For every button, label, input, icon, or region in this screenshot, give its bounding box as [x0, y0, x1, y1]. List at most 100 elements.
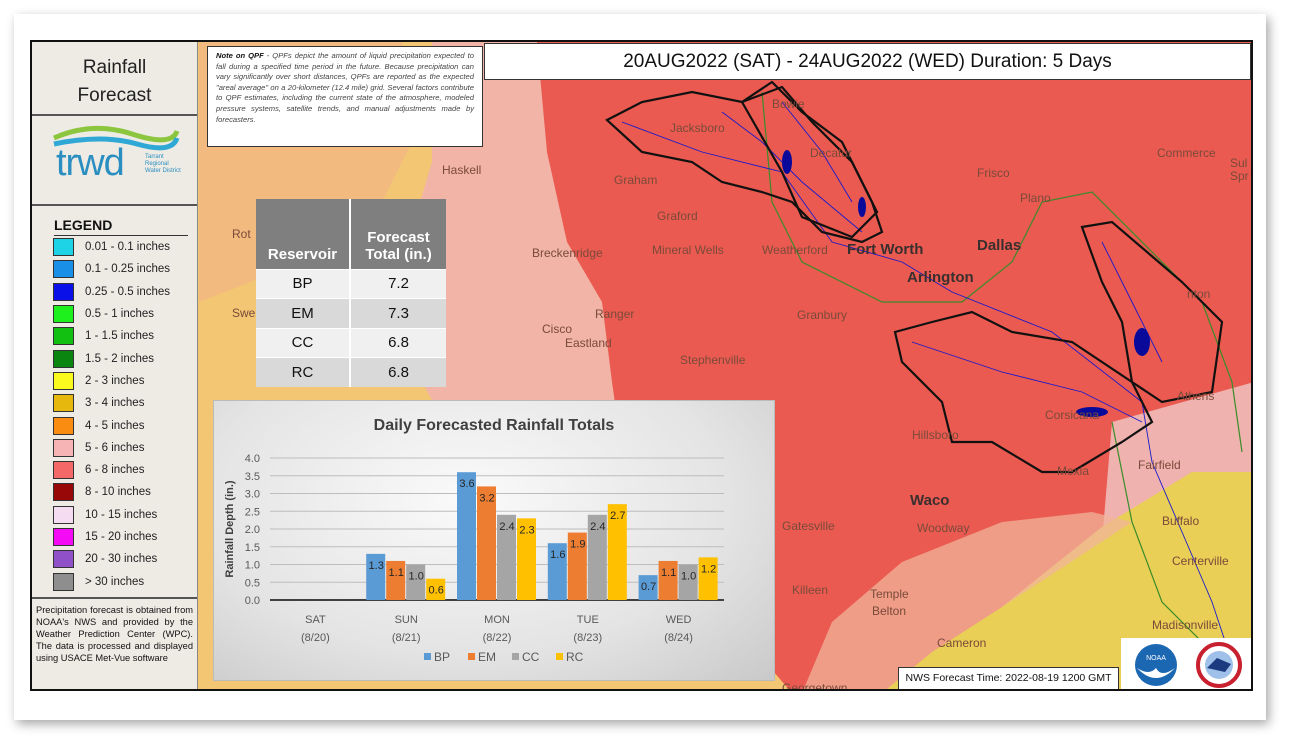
bar-em	[386, 560, 406, 600]
legend-label: 0.1 - 0.25 inches	[85, 263, 171, 276]
legend-swatch-bp	[424, 653, 431, 660]
bar-em	[567, 532, 587, 600]
legend-title: LEGEND	[54, 217, 188, 236]
legend-label: 5 - 6 inches	[85, 441, 145, 454]
legend-swatch	[53, 327, 74, 346]
legend-swatch	[53, 461, 74, 480]
legend-swatch	[53, 349, 74, 368]
city-label: Frisco	[977, 166, 1010, 180]
cell-total: 7.3	[350, 298, 446, 328]
x-tick-label: MON	[484, 614, 510, 626]
data-source-note: Precipitation forecast is obtained from …	[32, 597, 197, 689]
bar-bp	[366, 553, 386, 600]
bar-rc	[698, 557, 718, 600]
qpf-note-body: - QPFs depict the amount of liquid preci…	[216, 51, 474, 124]
city-label: Waco	[910, 492, 949, 509]
legend-swatch	[53, 416, 74, 435]
legend-item: 1 - 1.5 inches	[53, 325, 197, 347]
x-tick-label: TUE	[577, 614, 599, 626]
legend-item: 4 - 5 inches	[53, 414, 197, 436]
bar-em	[477, 486, 496, 600]
legend-item: 8 - 10 inches	[53, 481, 197, 503]
legend: 0.01 - 0.1 inches 0.1 - 0.25 inches 0.25 -…	[32, 236, 197, 593]
city-label: Sul	[1230, 156, 1247, 170]
bar-bp	[638, 575, 658, 600]
map-frame: Haskell Graham Jacksboro Bowie Decatur Frisco…	[30, 40, 1253, 691]
city-label: Georgetown	[782, 681, 847, 691]
legend-item: 6 - 8 inches	[53, 459, 197, 481]
legend-label: 1 - 1.5 inches	[85, 330, 155, 343]
city-label: Haskell	[442, 163, 481, 177]
legend-label: 0.5 - 1 inches	[85, 308, 155, 321]
x-tick-label: WED	[666, 614, 692, 626]
legend-label: 20 - 30 inches	[85, 553, 158, 566]
panel-title-line2: Forecast	[77, 85, 152, 106]
legend-swatch	[53, 394, 74, 413]
table-header-row: Reservoir Forecast Total (in.)	[256, 199, 446, 269]
panel-title-line1: Rainfall	[82, 57, 147, 78]
reservoir-forecast-table: Reservoir Forecast Total (in.) BP 7.2 EM 7…	[256, 199, 446, 387]
bar-rc	[607, 504, 627, 600]
data-label: 1.6	[550, 549, 565, 561]
nws-forecast-time: NWS Forecast Time: 2022-08-19 1200 GMT	[898, 667, 1119, 689]
city-label: Athens	[1177, 389, 1214, 403]
bar-cc	[406, 564, 426, 600]
rivers	[621, 101, 1233, 663]
qpf-note: Note on QPF - QPFs depict the amount of …	[207, 46, 483, 147]
cell-total: 6.8	[350, 357, 446, 387]
legend-item: 10 - 15 inches	[53, 504, 197, 526]
y-tick-label: 3.0	[245, 489, 260, 501]
city-labels: Haskell Graham Jacksboro Bowie Decatur Frisco…	[232, 97, 1249, 691]
city-label: Granbury	[797, 308, 847, 322]
y-tick-label: 0.0	[245, 595, 260, 607]
legend-label: EM	[478, 650, 496, 664]
city-label: Weatherford	[762, 243, 828, 257]
city-label: Graford	[657, 209, 698, 223]
city-label: Jacksboro	[670, 121, 725, 135]
bar-bp	[547, 543, 567, 600]
bar-cc	[587, 514, 607, 600]
legend-label: 1.5 - 2 inches	[85, 352, 155, 365]
bar-em	[658, 560, 678, 600]
cell-total: 7.2	[350, 268, 446, 299]
map-zone-2-3in	[886, 472, 1251, 689]
city-label: Eastland	[565, 336, 612, 350]
city-label: Belton	[872, 604, 906, 618]
city-label: Cisco	[542, 322, 572, 336]
watershed-richland-chambers	[893, 310, 1154, 474]
legend-label: 15 - 20 inches	[85, 531, 158, 543]
cell-reservoir: CC	[256, 327, 351, 358]
legend-label: BP	[434, 650, 450, 664]
bar-cc	[497, 514, 516, 600]
data-label: 1.3	[369, 560, 384, 572]
watershed-outlines[interactable]	[605, 80, 1224, 474]
table-row: RC 6.8	[256, 357, 446, 387]
city-label: Cameron	[937, 636, 986, 650]
panel-title: Rainfall Forecast	[32, 42, 197, 116]
legend-item: 0.5 - 1 inches	[53, 303, 197, 325]
y-tick-label: 4.0	[245, 453, 260, 465]
legend-swatch-rc	[556, 653, 563, 660]
city-label: Mexia	[1057, 464, 1089, 478]
cell-reservoir: EM	[256, 298, 351, 328]
city-label: Madisonville	[1152, 618, 1218, 632]
legend-swatch-cc	[512, 653, 519, 660]
daily-rainfall-chart: Daily Forecasted Rainfall Totals Rainfall…	[213, 400, 775, 681]
x-tick-label: (8/20)	[301, 632, 330, 644]
trwd-logo: trwd Tarrant Regional Water District	[32, 116, 197, 206]
city-label: Ranger	[595, 307, 634, 321]
city-label: Stephenville	[680, 353, 746, 367]
data-label: 2.4	[590, 521, 605, 533]
legend-swatch	[53, 282, 74, 301]
data-label: 1.9	[570, 539, 585, 551]
noaa-logo-icon: NOAA	[1135, 644, 1177, 686]
legend-swatch	[53, 505, 74, 524]
city-label: Woodway	[917, 521, 969, 535]
chart-title: Daily Forecasted Rainfall Totals	[374, 417, 615, 434]
data-label: 0.6	[429, 585, 444, 597]
y-axis-label: Rainfall Depth (in.)	[224, 480, 236, 578]
map-zone-5-6in-south	[803, 512, 1132, 689]
city-label: nton	[1187, 287, 1210, 301]
data-label: 1.0	[409, 571, 424, 583]
trwd-logo-subtext: Tarrant Regional Water District	[145, 154, 181, 174]
